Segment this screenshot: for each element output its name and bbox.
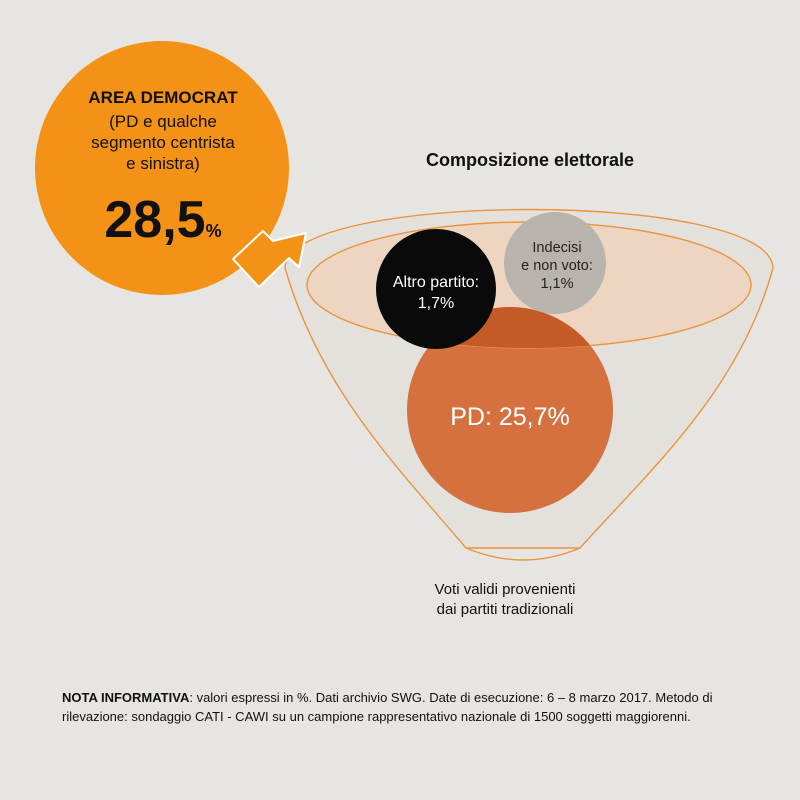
area-value: 28,5% bbox=[48, 190, 278, 250]
area-title: AREA DEMOCRAT bbox=[88, 88, 238, 107]
pd-label: PD: 25,7% bbox=[450, 403, 570, 431]
arrow-icon bbox=[232, 230, 307, 288]
altro-partito-label-line: Altro partito: bbox=[392, 274, 480, 291]
area-description: (PD e qualche segmento centrista e sinis… bbox=[48, 111, 278, 174]
funnel-bottom-rim bbox=[465, 547, 581, 561]
altro-partito-circle bbox=[376, 229, 496, 349]
note: NOTA INFORMATIVA: valori espressi in %. … bbox=[62, 688, 762, 726]
altro-partito-label: Altro partito: 1,7% bbox=[376, 272, 496, 314]
composition-title: Composizione elettorale bbox=[425, 150, 635, 170]
indecisi-label-line: Indecisi bbox=[532, 240, 582, 256]
area-value-number: 28,5 bbox=[104, 191, 206, 249]
area-democrat-circle bbox=[35, 41, 289, 295]
funnel-caption-line: dai partiti tradizionali bbox=[436, 601, 574, 618]
funnel-caption: Voti validi provenienti dai partiti trad… bbox=[380, 580, 630, 620]
area-value-unit: % bbox=[205, 221, 222, 241]
area-description-line: e sinistra) bbox=[126, 154, 200, 173]
indecisi-label-line: 1,1% bbox=[540, 276, 574, 292]
indecisi-label: Indecisi e non voto: 1,1% bbox=[505, 239, 609, 293]
indecisi-circle bbox=[504, 212, 606, 314]
note-text: : valori espressi in %. Dati archivio SW… bbox=[62, 690, 713, 724]
altro-partito-label-line: 1,7% bbox=[417, 295, 455, 312]
note-label: NOTA INFORMATIVA bbox=[62, 690, 190, 705]
pd-circle bbox=[407, 307, 613, 513]
indecisi-label-line: e non voto: bbox=[521, 258, 593, 274]
area-description-line: segmento centrista bbox=[91, 133, 235, 152]
funnel-caption-line: Voti validi provenienti bbox=[434, 581, 576, 598]
area-description-line: (PD e qualche bbox=[109, 112, 217, 131]
